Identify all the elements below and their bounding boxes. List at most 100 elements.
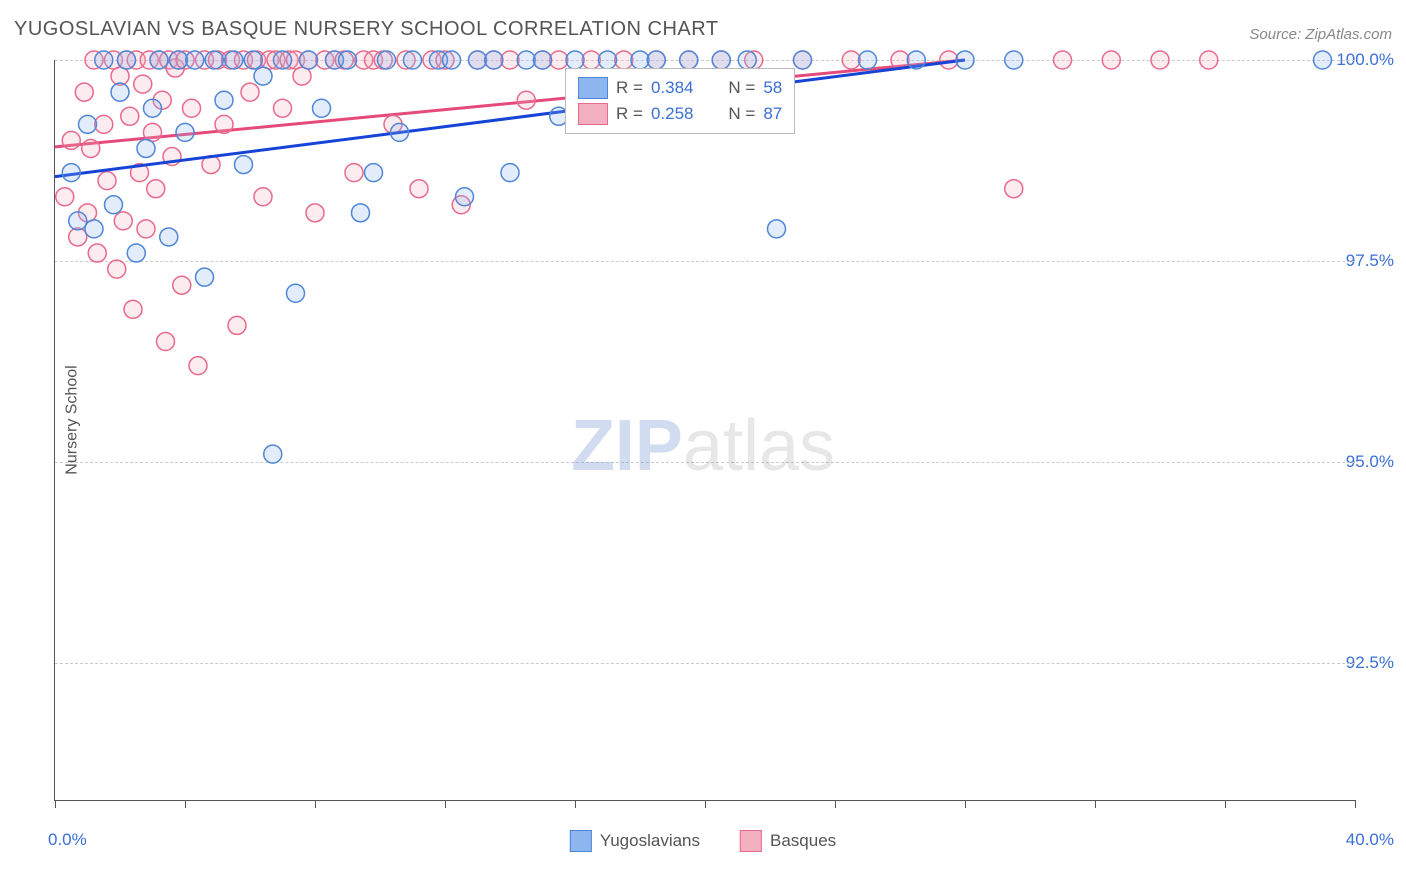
scatter-point-basques <box>241 83 259 101</box>
x-axis-max-label: 40.0% <box>1346 830 1394 850</box>
scatter-point-yugoslavians <box>1005 51 1023 69</box>
legend-item: Basques <box>740 830 836 852</box>
scatter-point-basques <box>254 188 272 206</box>
x-tick <box>1095 800 1096 808</box>
scatter-point-basques <box>134 75 152 93</box>
legend-label: Yugoslavians <box>600 831 700 851</box>
scatter-point-yugoslavians <box>176 123 194 141</box>
scatter-point-yugoslavians <box>118 51 136 69</box>
stats-box: R = 0.384 N = 58R = 0.258 N = 87 <box>565 68 795 134</box>
x-tick <box>1355 800 1356 808</box>
scatter-point-yugoslavians <box>517 51 535 69</box>
scatter-point-basques <box>1102 51 1120 69</box>
stats-row: R = 0.384 N = 58 <box>578 75 782 101</box>
scatter-point-yugoslavians <box>170 51 188 69</box>
scatter-point-basques <box>215 115 233 133</box>
scatter-point-basques <box>147 180 165 198</box>
scatter-point-yugoslavians <box>391 123 409 141</box>
scatter-point-basques <box>173 276 191 294</box>
scatter-point-yugoslavians <box>738 51 756 69</box>
x-tick <box>315 800 316 808</box>
legend-swatch <box>740 830 762 852</box>
scatter-point-basques <box>1005 180 1023 198</box>
scatter-point-basques <box>157 333 175 351</box>
source-prefix: Source: <box>1249 26 1305 43</box>
scatter-point-basques <box>183 99 201 117</box>
x-tick <box>835 800 836 808</box>
source-value: ZipAtlas.com <box>1305 26 1392 43</box>
stat-n-label: N = <box>719 104 755 124</box>
scatter-point-basques <box>75 83 93 101</box>
scatter-point-basques <box>69 228 87 246</box>
legend-label: Basques <box>770 831 836 851</box>
x-tick <box>575 800 576 808</box>
plot-area: R = 0.384 N = 58R = 0.258 N = 87 <box>54 60 1355 801</box>
scatter-point-basques <box>517 91 535 109</box>
scatter-point-basques <box>137 220 155 238</box>
scatter-point-yugoslavians <box>235 156 253 174</box>
stat-r-label: R = <box>616 78 643 98</box>
legend-bottom: Yugoslavians Basques <box>570 830 836 852</box>
scatter-point-basques <box>111 67 129 85</box>
scatter-point-yugoslavians <box>456 188 474 206</box>
scatter-point-yugoslavians <box>443 51 461 69</box>
scatter-point-yugoslavians <box>300 51 318 69</box>
scatter-point-basques <box>108 260 126 278</box>
scatter-point-basques <box>501 51 519 69</box>
scatter-point-basques <box>1151 51 1169 69</box>
scatter-point-yugoslavians <box>469 51 487 69</box>
scatter-point-yugoslavians <box>1314 51 1332 69</box>
scatter-point-yugoslavians <box>150 51 168 69</box>
scatter-point-yugoslavians <box>313 99 331 117</box>
scatter-point-yugoslavians <box>186 51 204 69</box>
scatter-point-yugoslavians <box>907 51 925 69</box>
scatter-point-basques <box>56 188 74 206</box>
scatter-point-basques <box>228 316 246 334</box>
legend-swatch <box>570 830 592 852</box>
scatter-point-yugoslavians <box>339 51 357 69</box>
scatter-point-yugoslavians <box>599 51 617 69</box>
stat-n-value: 58 <box>763 78 782 98</box>
scatter-point-yugoslavians <box>501 164 519 182</box>
source-label: Source: ZipAtlas.com <box>1249 26 1392 43</box>
scatter-point-yugoslavians <box>62 164 80 182</box>
scatter-point-yugoslavians <box>378 51 396 69</box>
scatter-point-yugoslavians <box>127 244 145 262</box>
scatter-point-yugoslavians <box>225 51 243 69</box>
scatter-point-yugoslavians <box>287 284 305 302</box>
x-tick <box>965 800 966 808</box>
scatter-point-basques <box>550 51 568 69</box>
scatter-point-yugoslavians <box>95 51 113 69</box>
scatter-point-yugoslavians <box>79 115 97 133</box>
scatter-point-yugoslavians <box>196 268 214 286</box>
scatter-point-yugoslavians <box>105 196 123 214</box>
legend-item: Yugoslavians <box>570 830 700 852</box>
scatter-point-basques <box>124 300 142 318</box>
stats-swatch <box>578 77 608 99</box>
scatter-point-yugoslavians <box>144 99 162 117</box>
scatter-point-yugoslavians <box>244 51 262 69</box>
x-tick <box>185 800 186 808</box>
scatter-point-yugoslavians <box>264 445 282 463</box>
scatter-point-yugoslavians <box>254 67 272 85</box>
x-axis-min-label: 0.0% <box>48 830 87 850</box>
scatter-point-basques <box>1200 51 1218 69</box>
scatter-point-yugoslavians <box>859 51 877 69</box>
scatter-point-yugoslavians <box>352 204 370 222</box>
stats-swatch <box>578 103 608 125</box>
scatter-point-basques <box>615 51 633 69</box>
scatter-point-basques <box>345 164 363 182</box>
stat-r-label: R = <box>616 104 643 124</box>
scatter-point-yugoslavians <box>647 51 665 69</box>
chart-container: YUGOSLAVIAN VS BASQUE NURSERY SCHOOL COR… <box>0 0 1406 892</box>
chart-title: YUGOSLAVIAN VS BASQUE NURSERY SCHOOL COR… <box>14 18 719 41</box>
scatter-point-yugoslavians <box>768 220 786 238</box>
scatter-point-basques <box>842 51 860 69</box>
stat-n-label: N = <box>719 78 755 98</box>
x-tick <box>55 800 56 808</box>
x-tick <box>1225 800 1226 808</box>
stats-row: R = 0.258 N = 87 <box>578 101 782 127</box>
scatter-point-yugoslavians <box>566 51 584 69</box>
scatter-point-basques <box>114 212 132 230</box>
scatter-point-yugoslavians <box>680 51 698 69</box>
